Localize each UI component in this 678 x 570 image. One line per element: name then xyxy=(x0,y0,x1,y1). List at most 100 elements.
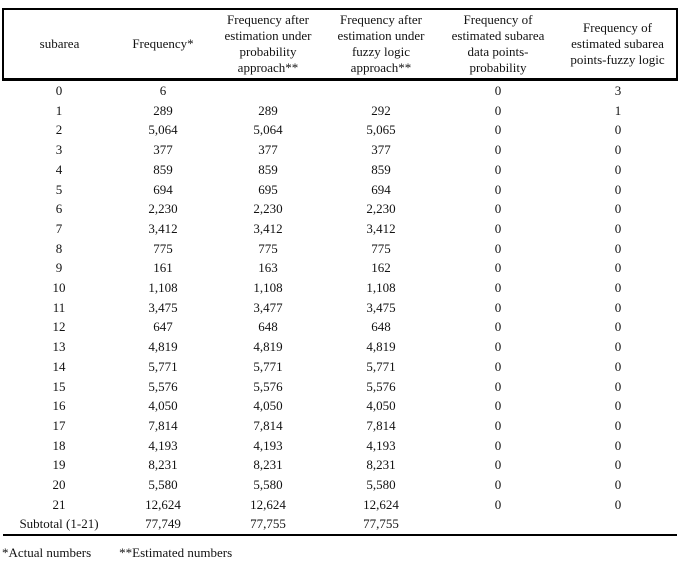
table-cell: 0 xyxy=(55,83,63,98)
table-cell: 5,576 xyxy=(148,378,178,394)
table-cell: 9 xyxy=(55,260,63,276)
table-cell: 5 xyxy=(55,181,63,197)
table-cell: 12,624 xyxy=(250,496,286,512)
table-cell: 0 xyxy=(494,161,502,177)
table-body: 0 6 0 3 1 289 289 292 0 1 2 5,064 5,064 5,065 0 0 3 377 37… xyxy=(3,80,677,537)
table-cell: 21 xyxy=(52,496,66,512)
table-cell: 377 xyxy=(258,142,278,158)
table-cell: 0 xyxy=(494,142,502,158)
table-cell: 0 xyxy=(614,477,622,493)
table-cell: 289 xyxy=(258,102,278,118)
table-cell: 647 xyxy=(153,319,173,335)
footnote-estimated-numbers: **Estimated numbers xyxy=(119,545,233,561)
table-cell: 0 xyxy=(494,378,502,394)
table-cell: 20 xyxy=(52,477,66,493)
table-cell xyxy=(325,80,437,101)
table-cell: 377 xyxy=(153,142,173,158)
table-cell: 3,412 xyxy=(148,220,178,236)
table-row: 4 859 859 859 0 0 xyxy=(3,160,677,180)
column-header-4: Frequency of estimated subarea data poin… xyxy=(437,8,559,81)
table-cell: 7,814 xyxy=(366,417,396,433)
table-cell: 5,576 xyxy=(366,378,396,394)
table-cell: 4,819 xyxy=(366,339,396,355)
column-header-1: Frequency* xyxy=(115,8,211,81)
table-cell: 4,193 xyxy=(253,437,283,453)
table-cell: 5,576 xyxy=(253,378,283,394)
table-cell: 5,771 xyxy=(366,358,396,374)
table-cell: 0 xyxy=(614,358,622,374)
table-cell: 775 xyxy=(258,240,278,256)
table-cell: 0 xyxy=(494,299,502,315)
table-cell: 0 xyxy=(614,142,622,158)
table-cell: 3,477 xyxy=(253,299,283,315)
footnote-actual-numbers: *Actual numbers xyxy=(2,545,92,561)
table-cell: 0 xyxy=(614,161,622,177)
table-cell: 0 xyxy=(494,201,502,217)
table-cell: 0 xyxy=(494,260,502,276)
table-cell: 18 xyxy=(52,437,66,453)
table-cell xyxy=(437,514,559,537)
table-row: 13 4,819 4,819 4,819 0 0 xyxy=(3,337,677,357)
table-cell: 3,475 xyxy=(148,299,178,315)
table-cell: 5,580 xyxy=(366,477,396,493)
table-cell: 12 xyxy=(52,319,66,335)
table-row: 3 377 377 377 0 0 xyxy=(3,140,677,160)
table-cell: 0 xyxy=(614,201,622,217)
table-cell: 2,230 xyxy=(366,201,396,217)
table-cell: 13 xyxy=(52,339,66,355)
table-row: 1 289 289 292 0 1 xyxy=(3,101,677,121)
table-cell: 0 xyxy=(494,240,502,256)
column-header-5: Frequency of estimated subarea points-fu… xyxy=(559,8,678,81)
table-row: 19 8,231 8,231 8,231 0 0 xyxy=(3,455,677,475)
table-cell: 0 xyxy=(494,496,502,512)
table-cell: 77,749 xyxy=(115,514,211,537)
table-cell: 0 xyxy=(494,220,502,236)
table-cell: 1,108 xyxy=(148,280,178,296)
table-cell: 0 xyxy=(494,358,502,374)
table-cell: 0 xyxy=(614,319,622,335)
table-cell: 5,065 xyxy=(366,122,396,138)
column-header-0: subarea xyxy=(2,8,115,81)
table-cell: 2,230 xyxy=(148,201,178,217)
table-cell: 5,580 xyxy=(148,477,178,493)
table-cell: 0 xyxy=(494,280,502,296)
table-cell: 2,230 xyxy=(253,201,283,217)
table-cell: 0 xyxy=(614,496,622,512)
table-cell: 0 xyxy=(614,378,622,394)
table-cell: 0 xyxy=(494,122,502,138)
table-cell: 77,755 xyxy=(325,514,437,537)
table-cell: 4 xyxy=(55,161,63,177)
table-cell: 17 xyxy=(52,417,66,433)
frequency-table: subarea Frequency* Frequency after estimat… xyxy=(2,8,678,537)
table-cell: 0 xyxy=(614,181,622,197)
table-cell: 1 xyxy=(55,102,63,118)
table-cell: 5,771 xyxy=(253,358,283,374)
subtotal-row: Subtotal (1-21) 77,749 77,755 77,755 xyxy=(3,514,677,537)
table-row: 14 5,771 5,771 5,771 0 0 xyxy=(3,357,677,377)
column-header-2: Frequency after estimation under probabi… xyxy=(211,8,325,81)
table-row: 15 5,576 5,576 5,576 0 0 xyxy=(3,377,677,397)
table-cell: 775 xyxy=(153,240,173,256)
table-cell: 8,231 xyxy=(253,457,283,473)
table-cell: 0 xyxy=(494,398,502,414)
table-cell: 0 xyxy=(494,417,502,433)
table-cell: 4,050 xyxy=(148,398,178,414)
footnotes: *Actual numbers **Estimated numbers xyxy=(2,545,678,560)
table-cell: 0 xyxy=(614,220,622,236)
table-cell: 775 xyxy=(371,240,391,256)
table-cell: 3,412 xyxy=(366,220,396,236)
table-cell: 7,814 xyxy=(253,417,283,433)
table-cell: 11 xyxy=(52,299,66,315)
table-cell: 6 xyxy=(159,83,167,98)
table-row: 10 1,108 1,108 1,108 0 0 xyxy=(3,278,677,298)
table-cell: 1,108 xyxy=(366,280,396,296)
table-header: subarea Frequency* Frequency after estimat… xyxy=(2,8,678,81)
table-cell: 0 xyxy=(614,260,622,276)
table-cell xyxy=(559,514,677,537)
table-row: 12 647 648 648 0 0 xyxy=(3,317,677,337)
table-cell: 6 xyxy=(55,201,63,217)
table-row: 7 3,412 3,412 3,412 0 0 xyxy=(3,219,677,239)
table-cell: 3,412 xyxy=(253,220,283,236)
table-cell: 19 xyxy=(52,457,66,473)
